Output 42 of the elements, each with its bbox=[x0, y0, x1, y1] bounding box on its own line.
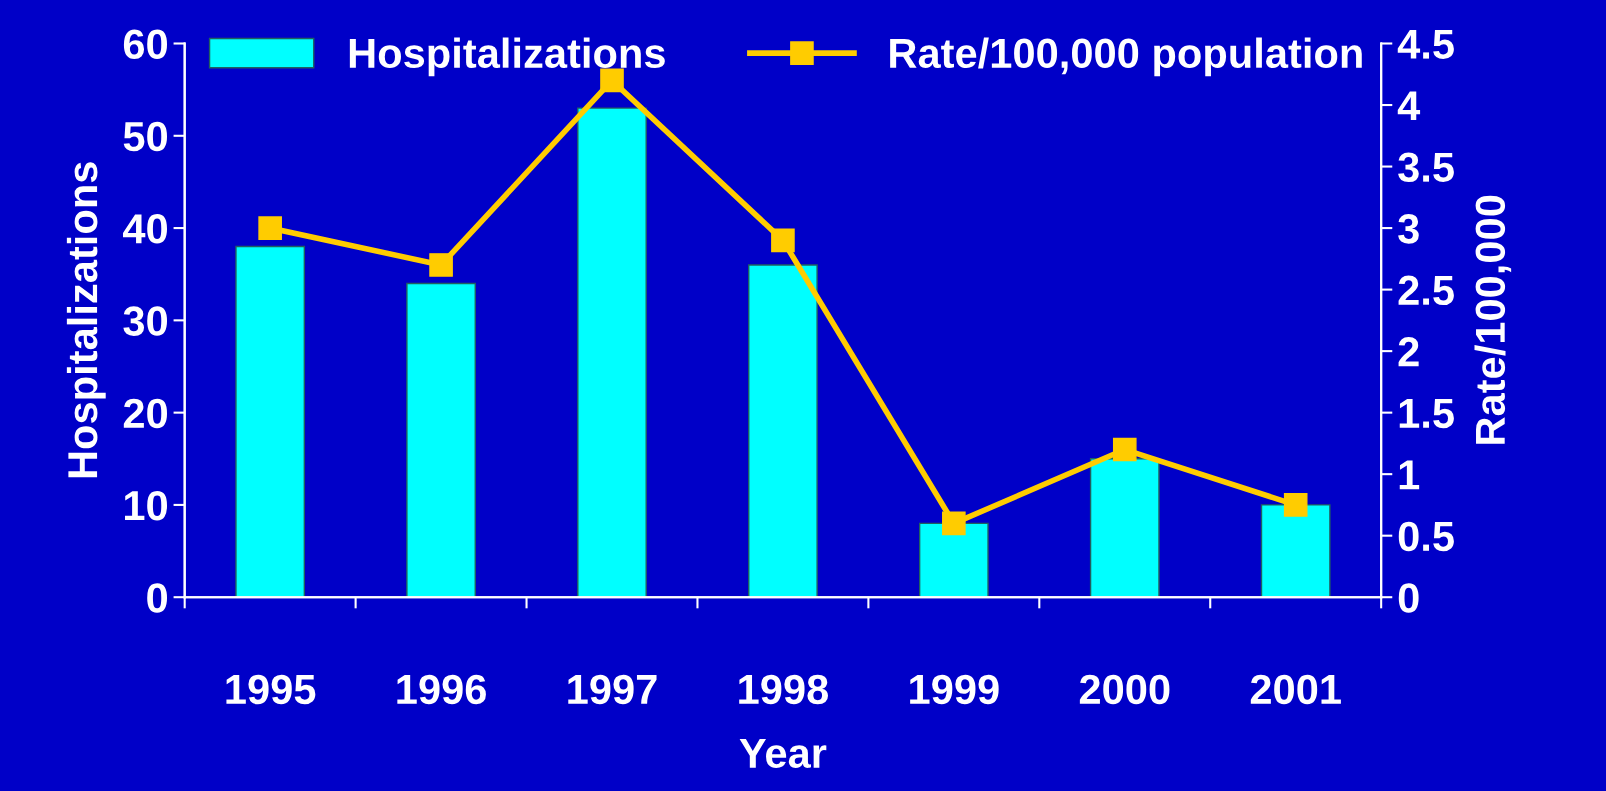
point bbox=[258, 216, 282, 240]
y2-tick-label: 0.5 bbox=[1398, 521, 1454, 552]
y2-tick-label: 1 bbox=[1399, 460, 1420, 490]
x-tick-label: 1998 bbox=[739, 674, 828, 705]
y-tick-label: 0 bbox=[147, 583, 168, 613]
y2-tick-label: 4 bbox=[1397, 91, 1421, 121]
x-tick-label: 2000 bbox=[1079, 674, 1170, 705]
y2-tick-label: 4.5 bbox=[1397, 29, 1454, 60]
y2-tick-label: 3 bbox=[1398, 214, 1419, 244]
y-tick-label: 50 bbox=[123, 121, 168, 152]
point bbox=[771, 228, 795, 253]
x-axis-title: Year bbox=[739, 738, 827, 769]
y2-tick-label: 3.5 bbox=[1398, 152, 1454, 183]
y2-axis-title: Rate/100,000 bbox=[1474, 195, 1512, 444]
y-tick-label: 30 bbox=[123, 306, 168, 336]
x-tick-label: 1999 bbox=[910, 674, 999, 705]
point bbox=[429, 253, 453, 277]
bar bbox=[235, 245, 306, 598]
y2-tick-label: 0 bbox=[1398, 583, 1419, 613]
y-axis-title: Hospitalizations bbox=[66, 162, 106, 478]
bar bbox=[918, 522, 989, 598]
y-tick-label: 40 bbox=[123, 214, 168, 244]
bar bbox=[406, 282, 476, 598]
point bbox=[942, 511, 966, 536]
y2-tick-label: 1.5 bbox=[1399, 399, 1454, 429]
y2-tick-label: 2 bbox=[1398, 337, 1419, 367]
x-tick-label: 2001 bbox=[1250, 674, 1341, 705]
x-tick-label: 1996 bbox=[397, 674, 486, 705]
bar bbox=[1089, 458, 1160, 598]
bar bbox=[1260, 504, 1331, 598]
legend-label: Rate/100,000 population bbox=[890, 37, 1362, 77]
y-tick-label: 60 bbox=[123, 29, 168, 60]
point bbox=[1283, 493, 1308, 517]
y-tick-label: 10 bbox=[125, 490, 168, 521]
bar bbox=[748, 264, 818, 598]
legend-label: Hospitalizations bbox=[349, 37, 665, 77]
x-tick-label: 1995 bbox=[226, 674, 316, 705]
y-tick-label: 20 bbox=[123, 398, 168, 429]
x-tick-label: 1997 bbox=[568, 674, 657, 705]
y2-tick-label: 2.5 bbox=[1398, 275, 1454, 306]
point bbox=[1112, 437, 1137, 462]
bar bbox=[577, 107, 647, 598]
